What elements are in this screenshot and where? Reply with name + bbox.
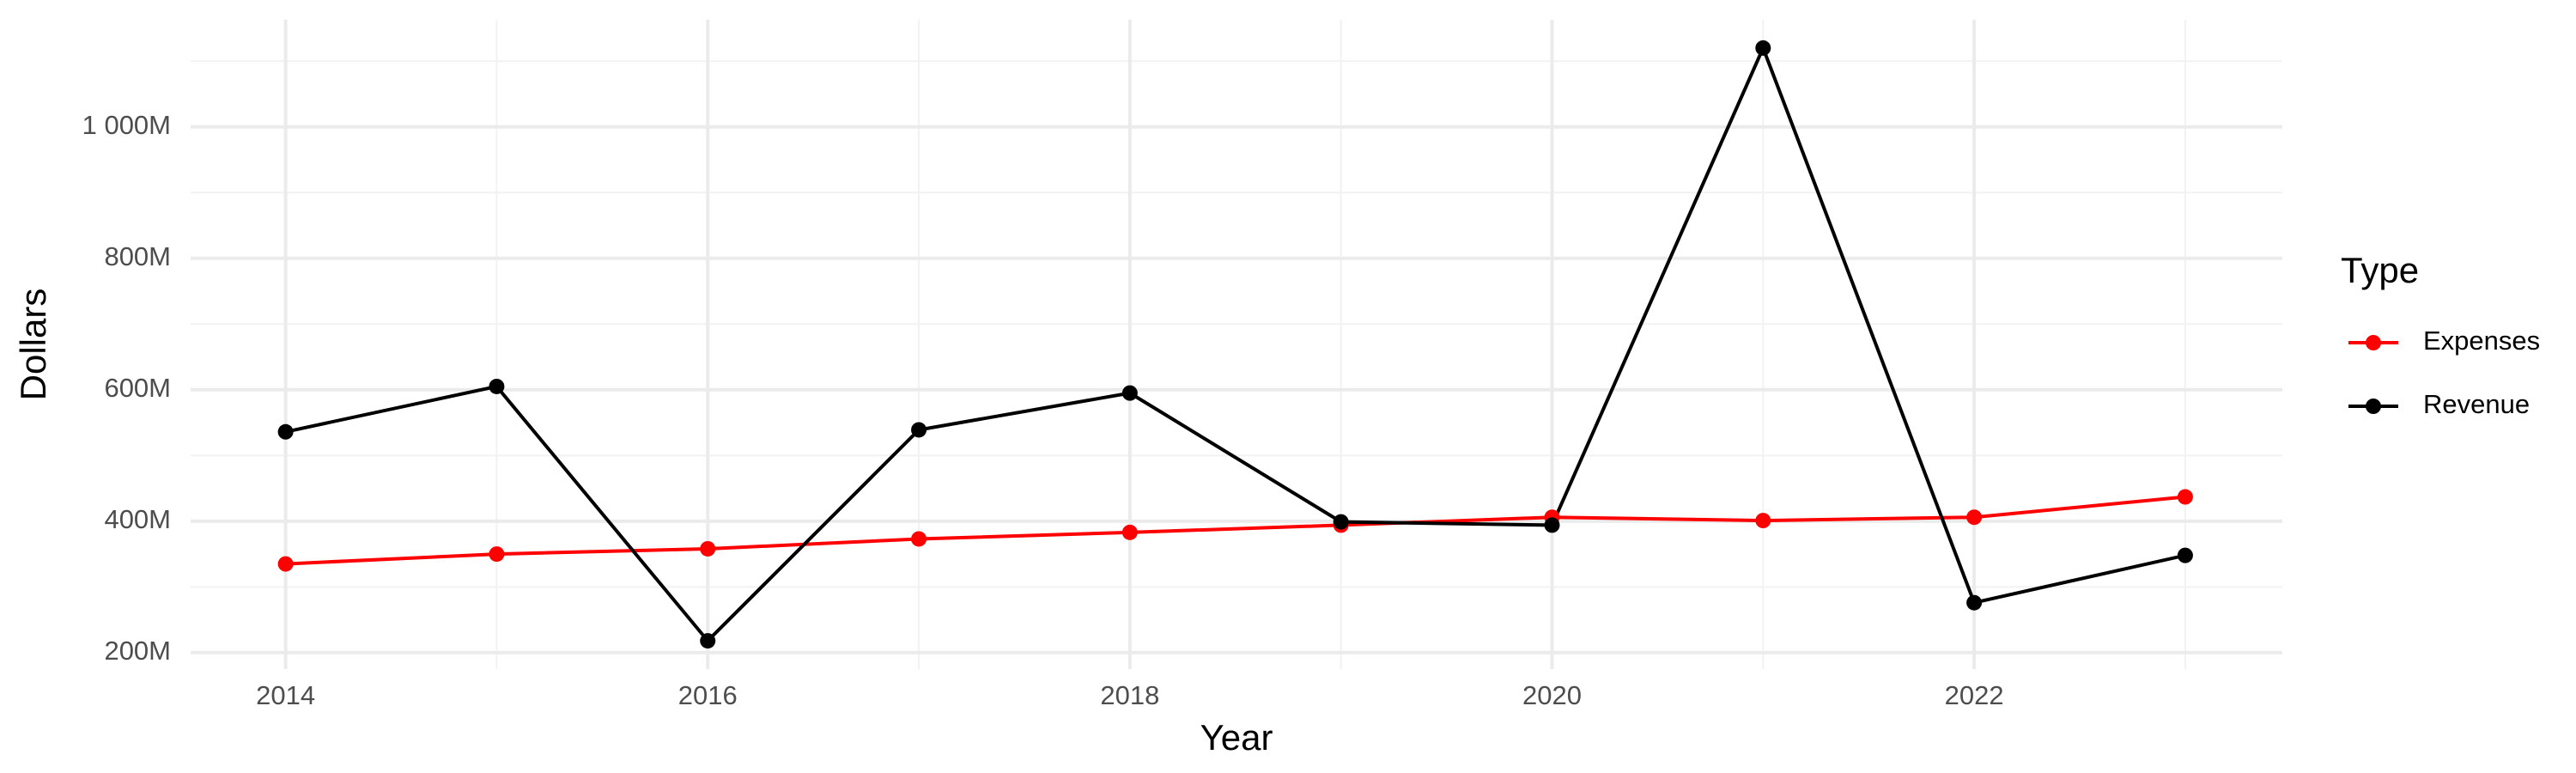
data-point bbox=[1333, 514, 1349, 530]
x-tick-label: 2014 bbox=[256, 680, 315, 710]
legend-marker bbox=[2366, 399, 2381, 414]
data-point bbox=[2177, 489, 2193, 505]
data-point bbox=[489, 546, 505, 563]
data-point bbox=[277, 423, 294, 440]
x-tick-label: 2020 bbox=[1522, 680, 1582, 710]
data-point bbox=[1121, 385, 1138, 401]
y-tick-label: 800M bbox=[104, 241, 171, 271]
legend-marker bbox=[2366, 335, 2381, 350]
x-tick-label: 2016 bbox=[678, 680, 738, 710]
y-tick-label: 400M bbox=[104, 504, 171, 534]
series-line bbox=[285, 43, 2186, 644]
x-axis-title: Year bbox=[1200, 717, 1273, 758]
legend-label: Expenses bbox=[2423, 326, 2540, 356]
data-point bbox=[700, 540, 716, 557]
data-point bbox=[700, 633, 716, 649]
series-line bbox=[285, 495, 2186, 566]
data-point bbox=[911, 531, 927, 547]
data-point bbox=[2177, 547, 2193, 563]
y-tick-label: 600M bbox=[104, 373, 171, 403]
data-point bbox=[1121, 524, 1138, 540]
data-point bbox=[911, 422, 927, 438]
data-point bbox=[1966, 509, 1983, 526]
grid bbox=[191, 20, 2282, 669]
y-tick-label: 1 000M bbox=[82, 110, 171, 140]
data-point bbox=[1755, 513, 1771, 529]
data-point bbox=[1755, 40, 1771, 56]
legend-title: Type bbox=[2341, 250, 2419, 290]
x-tick-label: 2022 bbox=[1945, 680, 2004, 710]
data-point bbox=[1966, 594, 1983, 611]
x-tick-label: 2018 bbox=[1100, 680, 1159, 710]
data-point bbox=[1544, 517, 1560, 533]
y-axis-title: Dollars bbox=[13, 289, 53, 401]
legend-label: Revenue bbox=[2423, 389, 2530, 419]
data-point bbox=[489, 378, 505, 394]
y-tick-label: 200M bbox=[104, 636, 171, 666]
data-point bbox=[277, 556, 294, 572]
